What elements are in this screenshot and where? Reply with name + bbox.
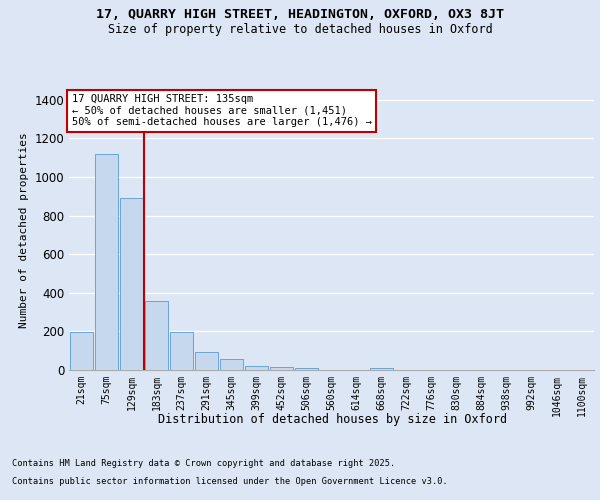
Y-axis label: Number of detached properties: Number of detached properties	[19, 132, 29, 328]
Bar	[370, 368, 394, 370]
Bar	[269, 366, 293, 370]
Text: Distribution of detached houses by size in Oxford: Distribution of detached houses by size …	[158, 412, 508, 426]
Bar	[145, 302, 169, 370]
Text: Size of property relative to detached houses in Oxford: Size of property relative to detached ho…	[107, 22, 493, 36]
Bar	[194, 352, 218, 370]
Text: 17 QUARRY HIGH STREET: 135sqm
← 50% of detached houses are smaller (1,451)
50% o: 17 QUARRY HIGH STREET: 135sqm ← 50% of d…	[71, 94, 371, 128]
Text: 17, QUARRY HIGH STREET, HEADINGTON, OXFORD, OX3 8JT: 17, QUARRY HIGH STREET, HEADINGTON, OXFO…	[96, 8, 504, 20]
Bar	[95, 154, 118, 370]
Text: Contains public sector information licensed under the Open Government Licence v3: Contains public sector information licen…	[12, 477, 448, 486]
Bar	[70, 332, 94, 370]
Bar	[119, 198, 143, 370]
Text: Contains HM Land Registry data © Crown copyright and database right 2025.: Contains HM Land Registry data © Crown c…	[12, 458, 395, 468]
Bar	[220, 359, 244, 370]
Bar	[295, 368, 319, 370]
Bar	[170, 332, 193, 370]
Bar	[245, 366, 268, 370]
